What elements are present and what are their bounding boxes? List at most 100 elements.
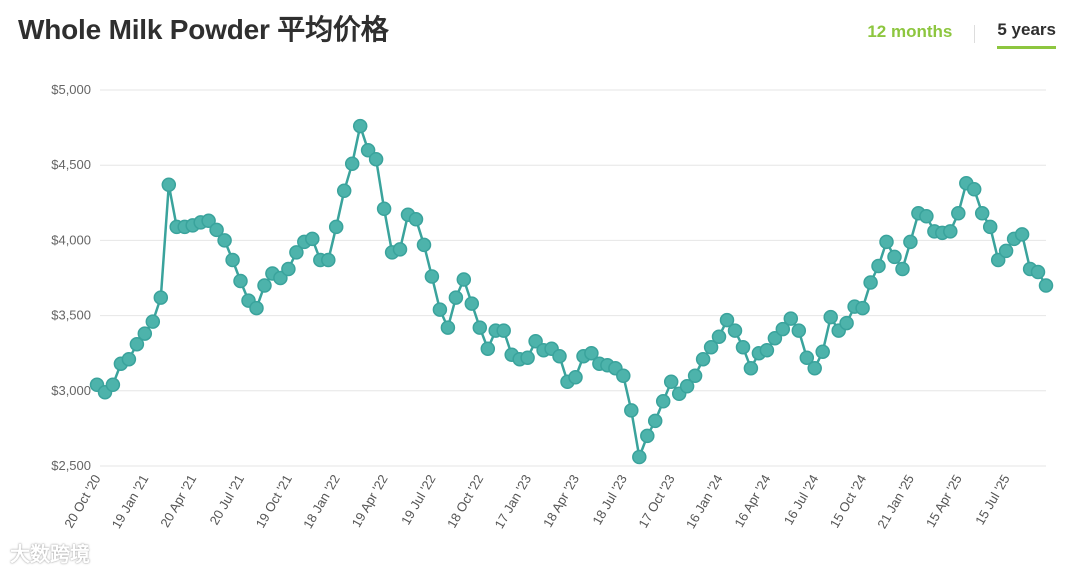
data-point bbox=[616, 368, 631, 384]
y-tick-label: $3,500 bbox=[51, 308, 91, 323]
x-tick-label: 16 Apr '24 bbox=[731, 472, 773, 530]
data-point bbox=[990, 252, 1006, 268]
data-point bbox=[903, 234, 918, 250]
x-tick-label: 18 Apr '23 bbox=[540, 472, 582, 530]
data-point bbox=[249, 300, 264, 316]
data-point bbox=[281, 261, 296, 277]
data-point bbox=[321, 252, 336, 268]
data-point bbox=[775, 321, 791, 337]
data-point bbox=[655, 394, 671, 409]
x-tick-label: 18 Jul '23 bbox=[589, 472, 630, 527]
data-point bbox=[289, 245, 304, 260]
data-point bbox=[823, 309, 838, 325]
x-tick-label: 17 Jan '23 bbox=[491, 472, 534, 531]
x-tick-label: 18 Jan '22 bbox=[300, 472, 343, 531]
data-point bbox=[879, 234, 894, 250]
data-point bbox=[711, 329, 727, 344]
data-point bbox=[328, 219, 344, 235]
data-point bbox=[472, 320, 488, 335]
x-tick-label: 20 Apr '21 bbox=[157, 472, 199, 530]
data-point bbox=[951, 206, 966, 221]
tab-5-years[interactable]: 5 years bbox=[997, 18, 1056, 49]
x-tick-label: 16 Jan '24 bbox=[683, 472, 726, 531]
data-point bbox=[1030, 264, 1046, 280]
x-tick-label: 20 Oct '20 bbox=[61, 472, 103, 530]
data-point bbox=[416, 237, 432, 253]
data-point bbox=[496, 323, 511, 338]
data-point bbox=[368, 151, 384, 167]
data-point bbox=[663, 374, 679, 390]
data-point bbox=[863, 275, 878, 290]
data-point bbox=[759, 342, 775, 358]
y-tick-label: $5,000 bbox=[51, 82, 91, 97]
data-point bbox=[273, 270, 288, 286]
data-point bbox=[919, 209, 934, 224]
x-tick-label: 15 Apr '25 bbox=[923, 472, 965, 530]
data-point bbox=[257, 278, 272, 293]
y-tick-label: $3,000 bbox=[51, 383, 91, 398]
data-point bbox=[217, 233, 232, 248]
data-point bbox=[480, 341, 496, 356]
data-point bbox=[815, 344, 830, 359]
data-point bbox=[799, 350, 815, 365]
data-point bbox=[767, 330, 783, 346]
data-point bbox=[791, 323, 807, 338]
x-tick-label: 19 Apr '22 bbox=[349, 472, 391, 530]
x-tick-label: 21 Jan '25 bbox=[874, 472, 917, 531]
data-point bbox=[703, 339, 719, 355]
data-point bbox=[424, 269, 440, 284]
data-point bbox=[336, 183, 352, 199]
data-point bbox=[1038, 278, 1054, 293]
data-point bbox=[448, 290, 464, 305]
data-point bbox=[440, 320, 456, 335]
data-point bbox=[552, 348, 567, 364]
x-tick-label: 19 Jan '21 bbox=[109, 472, 152, 531]
data-point bbox=[982, 219, 998, 235]
data-point bbox=[408, 212, 424, 227]
x-tick-label: 19 Oct '21 bbox=[253, 472, 295, 530]
data-point bbox=[743, 360, 759, 376]
x-tick-label: 19 Jul '22 bbox=[398, 472, 439, 527]
watermark: 大数跨境 bbox=[10, 542, 90, 566]
data-point bbox=[687, 368, 703, 384]
data-point bbox=[432, 302, 448, 317]
x-tick-label: 15 Jul '25 bbox=[972, 472, 1013, 527]
data-point bbox=[943, 224, 958, 239]
data-point bbox=[233, 273, 248, 289]
tab-12-months[interactable]: 12 months bbox=[867, 21, 953, 41]
data-point bbox=[225, 252, 240, 268]
data-point bbox=[895, 261, 910, 277]
data-point bbox=[783, 311, 799, 326]
data-point bbox=[464, 296, 480, 311]
tab-divider bbox=[974, 24, 976, 43]
data-point bbox=[456, 272, 472, 287]
data-point bbox=[1014, 227, 1030, 242]
data-point bbox=[520, 350, 535, 365]
data-point bbox=[807, 360, 822, 376]
data-point bbox=[632, 449, 647, 465]
data-point bbox=[352, 118, 368, 134]
data-point bbox=[137, 326, 153, 341]
data-point bbox=[129, 336, 145, 352]
data-point bbox=[209, 222, 224, 238]
data-point bbox=[392, 242, 408, 257]
data-point bbox=[201, 213, 216, 229]
data-point bbox=[640, 428, 655, 444]
x-tick-label: 18 Oct '22 bbox=[444, 472, 486, 530]
y-tick-label: $4,000 bbox=[51, 232, 91, 247]
chart-title: Whole Milk Powder 平均价格 bbox=[18, 14, 389, 45]
data-point bbox=[871, 258, 886, 274]
data-point bbox=[145, 314, 161, 329]
data-point bbox=[105, 377, 121, 393]
data-point bbox=[121, 351, 137, 367]
data-point bbox=[727, 323, 743, 338]
data-point bbox=[360, 142, 376, 158]
x-tick-label: 16 Jul '24 bbox=[781, 472, 822, 527]
data-point bbox=[647, 413, 663, 429]
data-point bbox=[855, 300, 870, 316]
data-point bbox=[966, 182, 982, 197]
y-tick-label: $2,500 bbox=[51, 458, 91, 473]
data-point bbox=[153, 290, 169, 305]
data-point bbox=[695, 351, 711, 367]
